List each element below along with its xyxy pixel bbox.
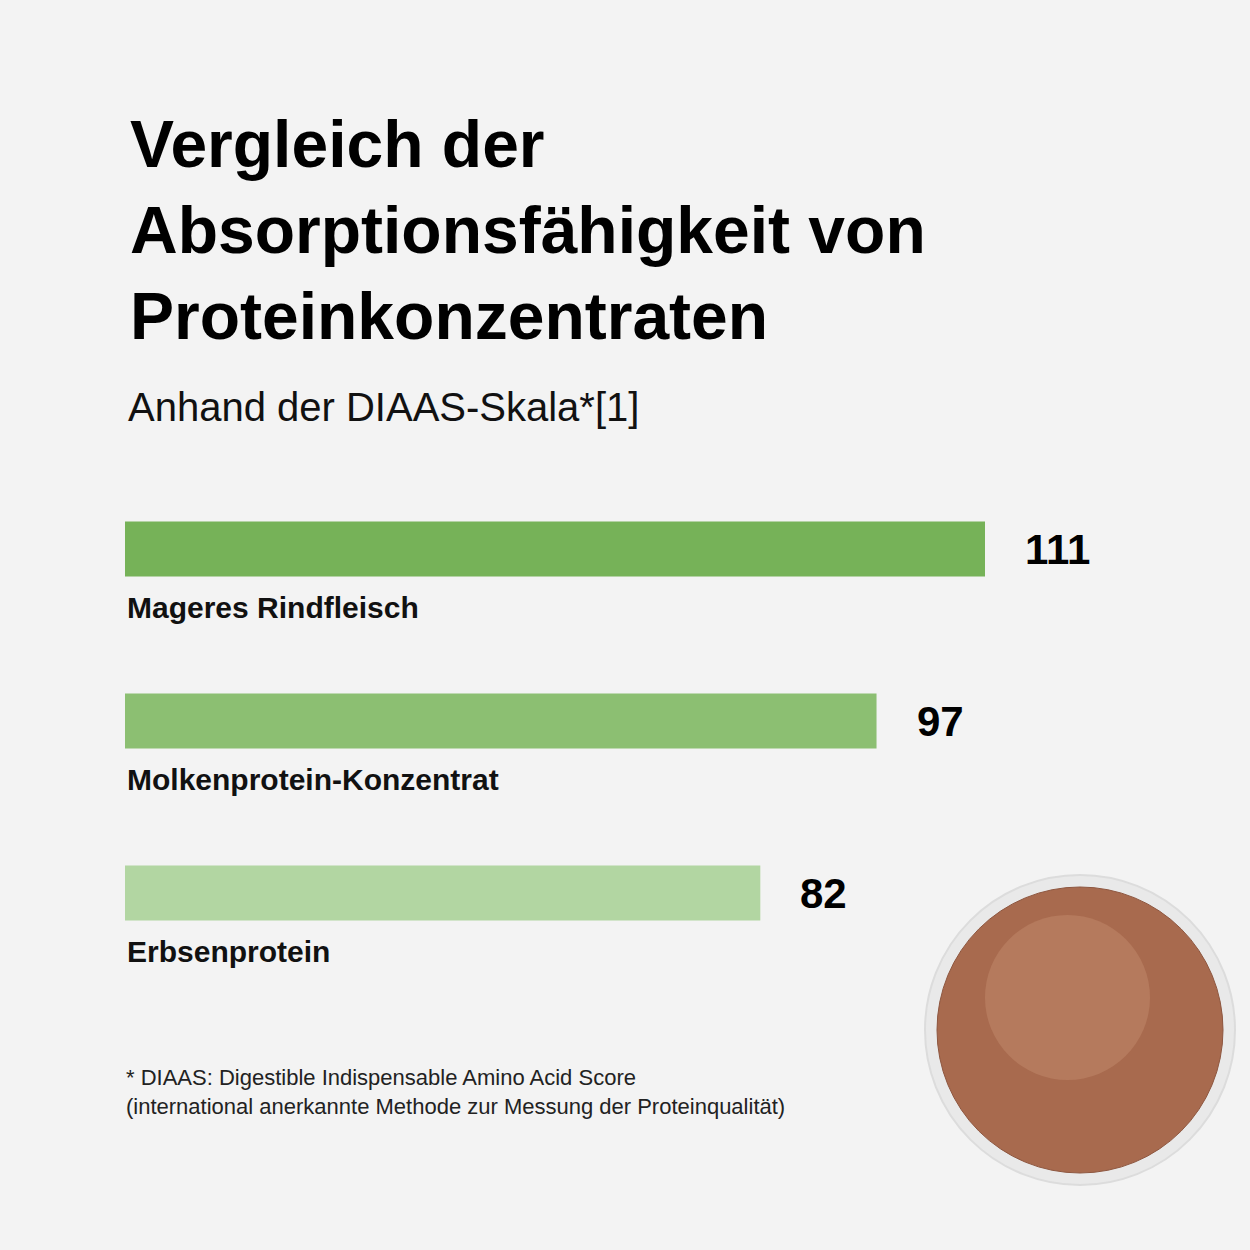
svg-text:Vergleich derAbsorptionsfähigk: Vergleich derAbsorptionsfähigkeit vonPro…: [130, 107, 926, 353]
svg-text:* DIAAS: Digestible Indispensa: * DIAAS: Digestible Indispensable Amino …: [126, 1065, 785, 1119]
svg-text:Molkenprotein-Konzentrat: Molkenprotein-Konzentrat: [127, 763, 499, 796]
svg-text:82: 82: [800, 870, 847, 917]
svg-text:Anhand der DIAAS-Skala*[1]: Anhand der DIAAS-Skala*[1]: [128, 385, 639, 429]
svg-text:111: 111: [1025, 526, 1090, 573]
svg-text:97: 97: [917, 698, 964, 745]
svg-text:Erbsenprotein: Erbsenprotein: [127, 935, 330, 968]
svg-text:Mageres Rindfleisch: Mageres Rindfleisch: [127, 591, 419, 624]
